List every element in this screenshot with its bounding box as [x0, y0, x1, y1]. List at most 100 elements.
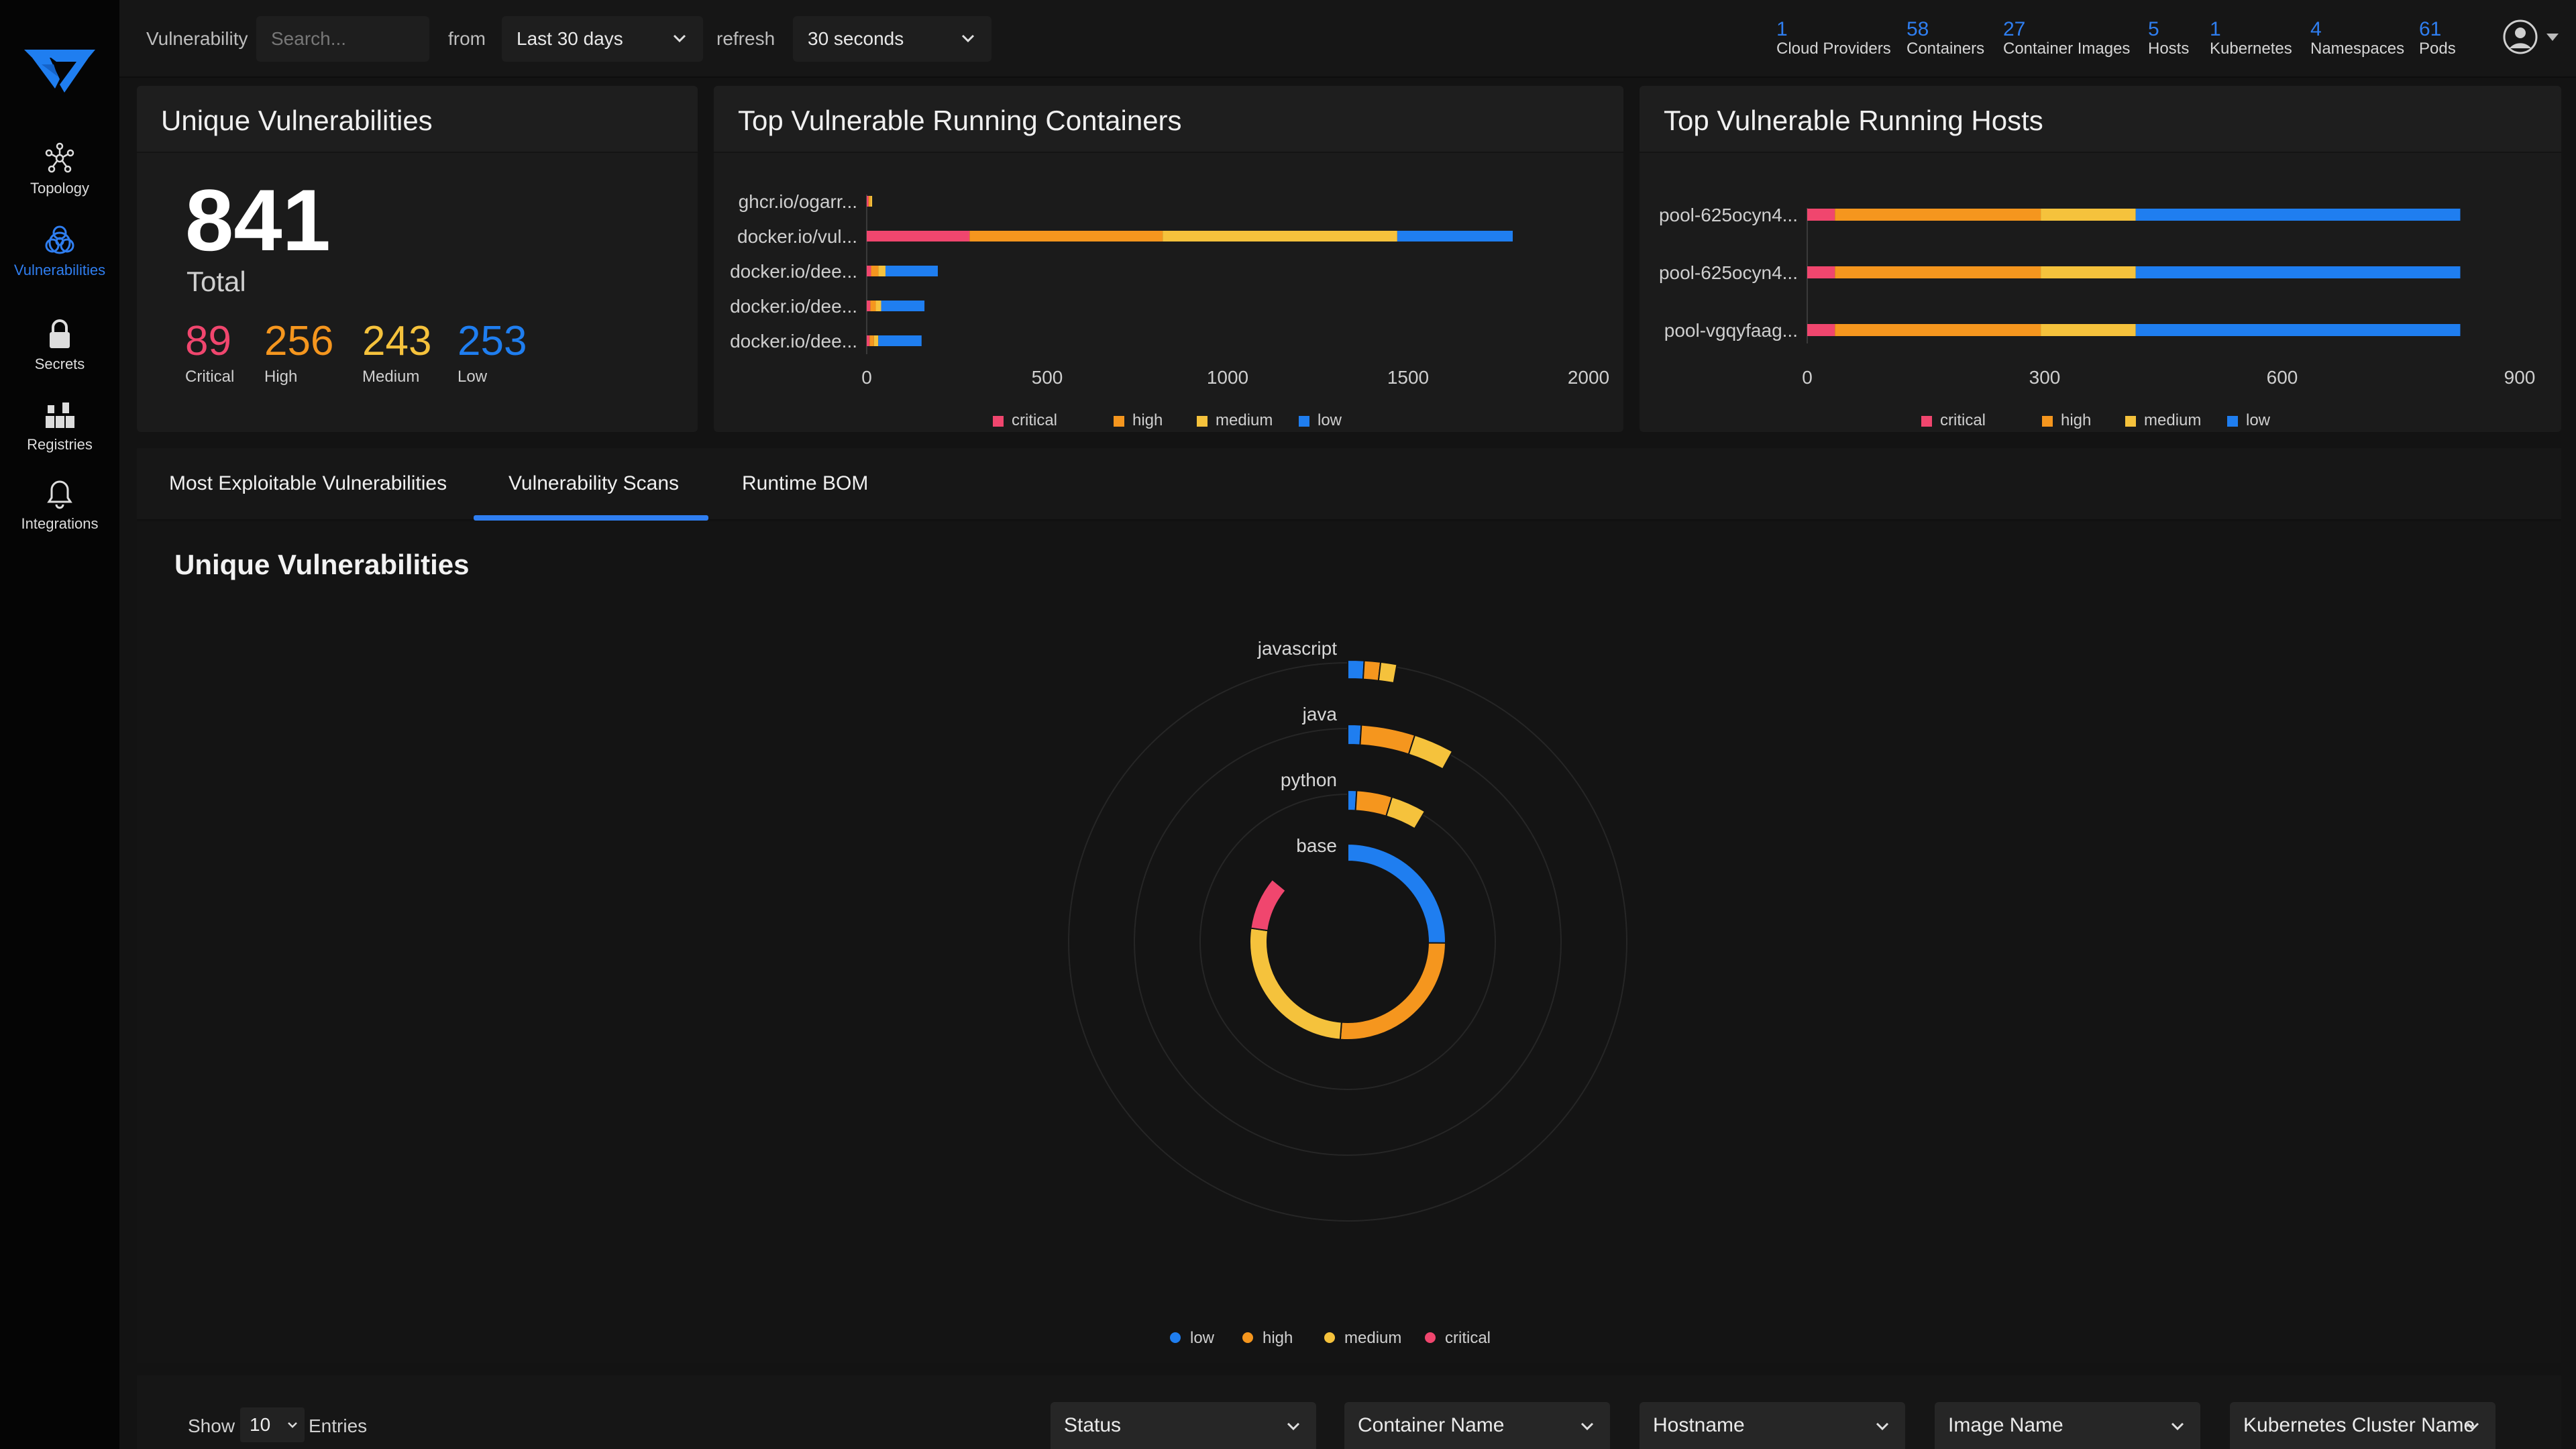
container-name-filter[interactable]: Container Name	[1344, 1402, 1610, 1449]
stat-cloud-providers[interactable]: 1 Cloud Providers	[1776, 19, 1891, 58]
bar-segment-high[interactable]	[969, 231, 1163, 241]
status-filter[interactable]: Status	[1051, 1402, 1316, 1449]
legend-label[interactable]: high	[1263, 1329, 1293, 1347]
bar-segment-medium[interactable]	[873, 335, 879, 346]
lock-icon	[50, 319, 70, 348]
caret-down-icon[interactable]	[2546, 34, 2559, 42]
stat-hosts[interactable]: 5 Hosts	[2148, 19, 2189, 58]
bar-segment-critical[interactable]	[867, 335, 870, 346]
bar-segment-high[interactable]	[1835, 266, 2041, 278]
tab-vulnerability-scans[interactable]: Vulnerability Scans	[508, 472, 680, 494]
bar-segment-low[interactable]	[1397, 231, 1513, 241]
stat-namespaces[interactable]: 4 Namespaces	[2310, 19, 2404, 58]
legend-label[interactable]: low	[2246, 411, 2271, 429]
sunburst-segment-medium[interactable]	[1385, 796, 1426, 830]
time-range-select[interactable]: Last 30 days	[502, 16, 703, 62]
severity-high[interactable]: 256 High	[264, 318, 333, 386]
bar-segment-medium[interactable]	[1163, 231, 1397, 241]
bar-segment-low[interactable]	[885, 266, 938, 276]
x-tick-label: 900	[2504, 367, 2536, 388]
sunburst-chart: base python java javascript low high medium cri…	[1068, 638, 1627, 1347]
bar-segment-high[interactable]	[868, 196, 871, 207]
sidebar-item-label: Vulnerabilities	[13, 262, 106, 278]
sunburst-segment-low[interactable]	[1347, 659, 1365, 680]
bar-segment-high[interactable]	[1835, 209, 2041, 221]
sunburst-segment-high[interactable]	[1339, 942, 1447, 1040]
bar-segment-low[interactable]	[2135, 324, 2461, 336]
card-title: Top Vulnerable Running Containers	[738, 105, 1182, 136]
legend-label[interactable]: low	[1190, 1329, 1215, 1347]
refresh-interval-value: 30 seconds	[808, 28, 904, 49]
entries-per-page-select[interactable]: 10	[240, 1407, 305, 1442]
stat-pods[interactable]: 61 Pods	[2419, 19, 2456, 58]
sunburst-segment-medium[interactable]	[1249, 927, 1342, 1040]
sidebar-item-vulnerabilities[interactable]: Vulnerabilities	[0, 224, 119, 279]
chevron-down-icon	[2171, 1422, 2184, 1431]
bar-segment-critical[interactable]	[867, 301, 871, 311]
bar-segment-critical[interactable]	[867, 196, 869, 207]
bar-segment-low[interactable]	[2135, 209, 2461, 221]
legend-label[interactable]: high	[2061, 411, 2091, 429]
bar-segment-medium[interactable]	[875, 301, 881, 311]
sidebar-item-integrations[interactable]: Integrations	[0, 478, 119, 533]
sunburst-segment-low[interactable]	[1347, 843, 1446, 944]
bar-segment-high[interactable]	[869, 335, 874, 346]
legend-swatch	[2125, 416, 2136, 427]
sunburst-segment-critical[interactable]	[1250, 878, 1287, 932]
bar-segment-critical[interactable]	[867, 231, 970, 241]
bar-segment-high[interactable]	[871, 266, 879, 276]
bar-segment-medium[interactable]	[2041, 324, 2136, 336]
sunburst-segment-low[interactable]	[1347, 723, 1362, 746]
stat-number: 4	[2310, 18, 2322, 40]
search-input[interactable]: Search...	[256, 16, 429, 62]
sunburst-segment-high[interactable]	[1354, 790, 1393, 817]
stat-containers[interactable]: 58 Containers	[1907, 19, 1984, 58]
severity-count: 256	[264, 318, 334, 364]
severity-low[interactable]: 253 Low	[458, 318, 527, 386]
refresh-interval-select[interactable]: 30 seconds	[793, 16, 991, 62]
bar-segment-low[interactable]	[878, 335, 922, 346]
ring-label: java	[1302, 704, 1338, 724]
stat-label: Pods	[2419, 40, 2456, 58]
hostname-filter[interactable]: Hostname	[1640, 1402, 1905, 1449]
bar-segment-low[interactable]	[881, 301, 925, 311]
legend-label[interactable]: medium	[1216, 411, 1273, 429]
tab-runtime-bom[interactable]: Runtime BOM	[742, 472, 869, 494]
bar-segment-high[interactable]	[870, 301, 876, 311]
sidebar-item-topology[interactable]: Topology	[0, 142, 119, 197]
x-tick-label: 0	[861, 367, 872, 388]
bar-segment-medium[interactable]	[2041, 209, 2136, 221]
bar-segment-critical[interactable]	[1807, 324, 1835, 336]
legend-label[interactable]: medium	[1344, 1329, 1401, 1347]
sidebar-item-secrets[interactable]: Secrets	[0, 318, 119, 373]
severity-medium[interactable]: 243 Medium	[362, 318, 431, 386]
bar-segment-medium[interactable]	[878, 266, 885, 276]
bar-segment-critical[interactable]	[1807, 266, 1835, 278]
sunburst-segment-high[interactable]	[1362, 659, 1382, 682]
bar-segment-medium[interactable]	[870, 196, 873, 207]
legend-label[interactable]: critical	[1012, 411, 1057, 429]
category-label: docker.io/dee...	[730, 331, 857, 352]
bar-segment-low[interactable]	[2135, 266, 2461, 278]
user-avatar-icon[interactable]	[2502, 19, 2538, 55]
legend-label[interactable]: low	[1318, 411, 1342, 429]
image-name-filter[interactable]: Image Name	[1935, 1402, 2200, 1449]
bar-segment-medium[interactable]	[2041, 266, 2136, 278]
kubernetes-cluster-filter[interactable]: Kubernetes Cluster Name	[2230, 1402, 2496, 1449]
bar-segment-critical[interactable]	[1807, 209, 1835, 221]
bar-segment-high[interactable]	[1835, 324, 2041, 336]
tab-most-exploitable[interactable]: Most Exploitable Vulnerabilities	[169, 472, 447, 494]
sunburst-segment-medium[interactable]	[1377, 661, 1398, 684]
legend-label[interactable]: critical	[1445, 1329, 1491, 1347]
legend-label[interactable]: medium	[2144, 411, 2201, 429]
sunburst-segment-high[interactable]	[1359, 724, 1416, 755]
stat-kubernetes[interactable]: 1 Kubernetes	[2210, 19, 2292, 58]
stat-container-images[interactable]: 27 Container Images	[2003, 19, 2130, 58]
legend-label[interactable]: critical	[1940, 411, 1986, 429]
sunburst-segment-medium[interactable]	[1407, 734, 1454, 770]
app-logo-icon[interactable]	[24, 47, 95, 95]
severity-critical[interactable]: 89 Critical	[185, 318, 234, 386]
legend-label[interactable]: high	[1132, 411, 1163, 429]
sidebar-item-registries[interactable]: Registries	[0, 398, 119, 453]
bar-segment-critical[interactable]	[867, 266, 871, 276]
